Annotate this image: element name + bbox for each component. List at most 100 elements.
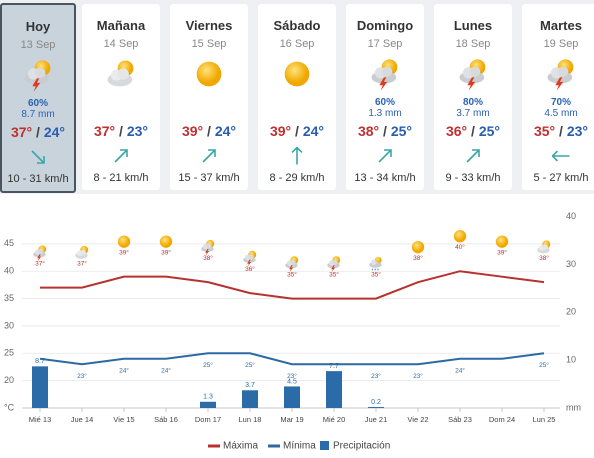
- day-card[interactable]: Viernes 15 Sep 39° / 24° 15 - 37 km/h: [170, 4, 248, 190]
- day-card[interactable]: Lunes 18 Sep 80% 3.7 mm 36° / 25° 9 - 33…: [434, 4, 512, 190]
- y-tick-label: 25: [4, 348, 14, 358]
- min-label: 23°: [287, 372, 297, 380]
- day-card[interactable]: Mañana 14 Sep 37° / 23° 8 - 21 km/h: [82, 4, 160, 190]
- min-label: 24°: [119, 366, 129, 374]
- day: Viernes: [185, 18, 233, 33]
- separator: /: [119, 123, 123, 139]
- max-label: 35°: [329, 270, 339, 278]
- x-tick-label: Sáb 23: [448, 415, 472, 424]
- x-tick-label: Mar 19: [280, 415, 303, 424]
- precip-bar: [200, 401, 216, 408]
- min-temp: 24°: [214, 123, 236, 139]
- precip-label: 1.3: [203, 394, 213, 401]
- temperatures: 37° / 24°: [2, 124, 74, 140]
- min-label: 23°: [329, 372, 339, 380]
- min-label: 23°: [413, 372, 423, 380]
- y2-tick-label: 20: [566, 307, 576, 317]
- weather-icon: [327, 256, 341, 273]
- precip-bar: [32, 366, 48, 408]
- max-temp: 35°: [533, 123, 556, 139]
- wind-icon: [288, 147, 306, 165]
- weather-icon: [24, 60, 51, 92]
- wind: 10 - 31 km/h: [7, 173, 69, 185]
- wind: 5 - 27 km/h: [533, 172, 589, 184]
- min-temp: 24°: [43, 124, 65, 140]
- weather-icon: [411, 240, 425, 254]
- precip-probability: 70%: [550, 97, 571, 108]
- day: Sábado: [273, 18, 321, 33]
- weather-icon: [284, 61, 310, 87]
- precip-bar: [368, 407, 384, 408]
- max-label: 39°: [161, 248, 171, 256]
- legend-label: Mínima: [283, 441, 316, 452]
- min-temp: 24°: [302, 123, 324, 139]
- min-label: 23°: [371, 372, 381, 380]
- separator: /: [383, 123, 387, 139]
- date: 19 Sep: [543, 38, 579, 50]
- max-label: 35°: [287, 270, 297, 278]
- min-label: 25°: [245, 361, 255, 369]
- y2-tick-label: 30: [566, 259, 576, 269]
- precip-amount: 8.7 mm: [21, 109, 55, 120]
- separator: /: [471, 123, 475, 139]
- weather-icon: [107, 60, 134, 87]
- max-label: 38°: [203, 254, 213, 262]
- max-label: 39°: [497, 248, 507, 256]
- precip-label: 4.5: [287, 378, 297, 385]
- wind: 15 - 37 km/h: [178, 172, 240, 184]
- max-temp: 37°: [93, 123, 116, 139]
- wind: 9 - 33 km/h: [445, 172, 501, 184]
- min-label: 25°: [203, 361, 213, 369]
- max-temp: 36°: [445, 123, 468, 139]
- day-card[interactable]: Martes 19 Sep 70% 4.5 mm 35° / 23° 5 - 2…: [522, 4, 594, 190]
- min-temp: 23°: [566, 123, 588, 139]
- day-strip: Hoy 13 Sep 60% 8.7 mm 37° / 24° 10 - 31 …: [0, 0, 594, 194]
- date: 15 Sep: [191, 38, 227, 50]
- y-tick-label: 45: [4, 238, 14, 248]
- x-tick-label: Lun 25: [533, 415, 556, 424]
- y-tick-label: 40: [4, 266, 14, 276]
- day-card[interactable]: Hoy 13 Sep 60% 8.7 mm 37° / 24° 10 - 31 …: [0, 3, 76, 193]
- x-tick-label: Vie 15: [113, 415, 134, 424]
- date: 13 Sep: [20, 39, 56, 51]
- x-tick-label: Mié 20: [323, 415, 346, 424]
- precip-label: 8.7: [35, 358, 45, 365]
- y2-tick-label: 40: [566, 211, 576, 221]
- max-label: 38°: [413, 254, 423, 262]
- y-tick-label: 30: [4, 320, 14, 330]
- max-label: 36°: [245, 265, 255, 273]
- separator: /: [295, 123, 299, 139]
- y-tick-label: °C: [4, 402, 15, 412]
- day-card[interactable]: Domingo 17 Sep 60% 1.3 mm 38° / 25° 13 -…: [346, 4, 424, 190]
- max-label: 35°: [371, 270, 381, 278]
- precip-label: 7.7: [329, 363, 339, 370]
- weather-icon: [495, 235, 509, 248]
- wind: 13 - 34 km/h: [354, 172, 416, 184]
- temperatures: 36° / 25°: [434, 123, 512, 139]
- wind-icon: [552, 147, 570, 165]
- weather-icon: [75, 245, 89, 259]
- wind-icon: [31, 150, 45, 164]
- max-temp: 39°: [269, 123, 292, 139]
- temperatures: 39° / 24°: [258, 123, 336, 139]
- legend-label: Máxima: [223, 441, 258, 452]
- min-temp: 23°: [126, 123, 148, 139]
- weather-icon: [537, 240, 551, 254]
- weather-icon: [117, 235, 131, 248]
- weather-icon: [201, 239, 215, 256]
- day-card[interactable]: Sábado 16 Sep 39° / 24° 8 - 29 km/h: [258, 4, 336, 190]
- max-temp: 38°: [357, 123, 380, 139]
- x-tick-label: Jue 21: [365, 415, 388, 424]
- wind-icon: [378, 149, 392, 163]
- day: Martes: [540, 18, 582, 33]
- min-label: 25°: [539, 361, 549, 369]
- precip-amount: 1.3 mm: [368, 108, 402, 119]
- min-temp: 25°: [390, 123, 412, 139]
- weather-icon: [159, 235, 173, 248]
- day: Hoy: [25, 19, 51, 34]
- temperatures: 38° / 25°: [346, 123, 424, 139]
- x-tick-label: Dom 24: [489, 415, 515, 424]
- precip-bar: [284, 386, 300, 408]
- day: Lunes: [453, 18, 493, 33]
- temp-line: [40, 270, 545, 300]
